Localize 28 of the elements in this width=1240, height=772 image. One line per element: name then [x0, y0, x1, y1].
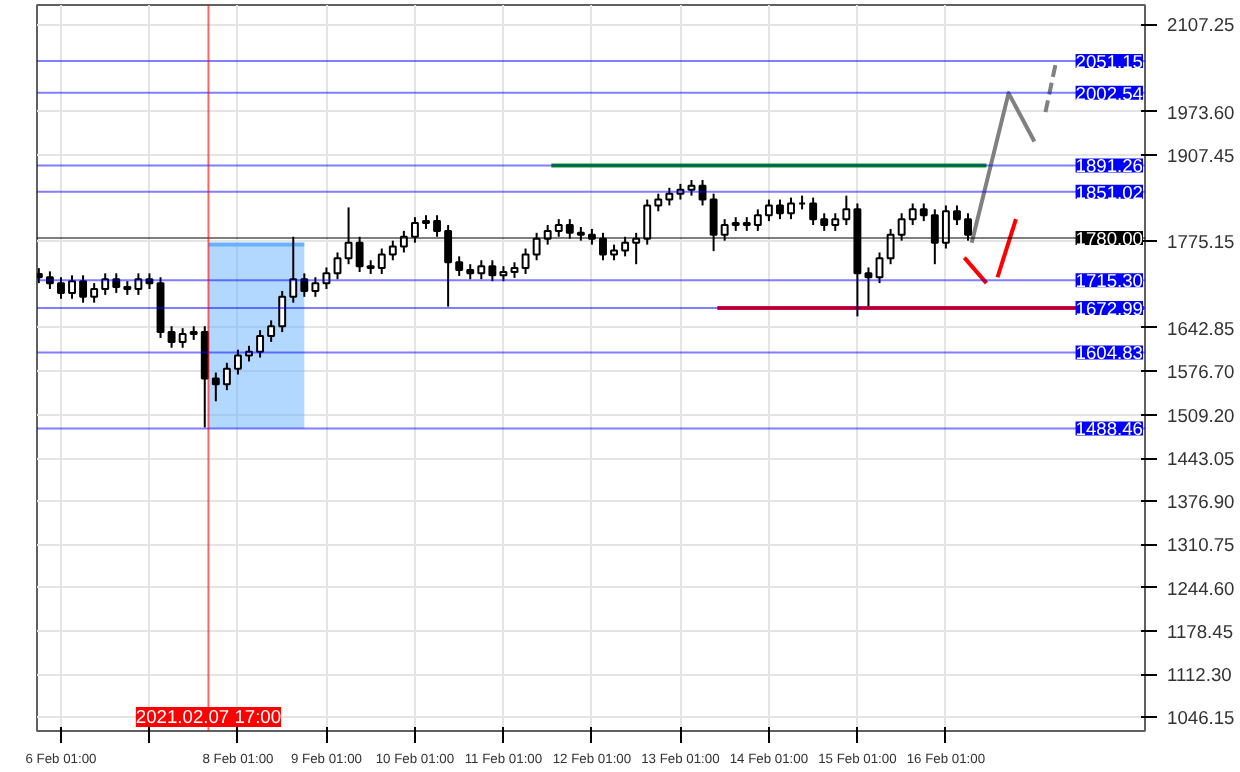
ref-line-label: 2021.02.07 17:00: [135, 707, 282, 727]
y-tick-label: 1642.85: [1167, 318, 1235, 339]
y-tick-label: 1576.70: [1167, 361, 1235, 382]
ref-line-label: 1604.83: [1075, 343, 1144, 364]
ref-line-label: 2002.54: [1075, 83, 1144, 104]
y-tick-label: 1112.30: [1167, 665, 1232, 685]
y-tick-label: 1973.60: [1167, 102, 1235, 123]
ref-line-label: 1891.26: [1075, 156, 1144, 177]
ref-line-label: 1780.00: [1075, 229, 1144, 250]
ref-line-label: 1672.99: [1075, 298, 1144, 319]
ref-line-label: 1715.30: [1075, 271, 1144, 292]
y-tick-label: 2107.25: [1167, 15, 1235, 36]
y-tick-label: 1244.60: [1167, 578, 1235, 599]
candlestick: [864, 266, 873, 308]
y-tick-label: 1443.05: [1167, 449, 1235, 470]
y-tick-label: 1376.90: [1167, 492, 1235, 513]
y-tick-label: 1046.15: [1167, 708, 1235, 729]
y-tick-label: 1310.75: [1167, 535, 1235, 556]
candlestick: [333, 251, 342, 281]
y-tick-label: 1509.20: [1167, 405, 1235, 426]
ref-line-label: 1488.46: [1075, 419, 1144, 440]
ref-line-label: 2051.15: [1075, 52, 1144, 73]
candlestick: [698, 178, 707, 207]
y-tick-label: 1178.45: [1167, 621, 1234, 642]
candlestick: [875, 251, 884, 285]
ref-line-label: 1851.02: [1075, 182, 1144, 203]
y-tick-label: 1907.45: [1167, 145, 1235, 166]
y-tick-label: 1775.15: [1167, 232, 1235, 253]
